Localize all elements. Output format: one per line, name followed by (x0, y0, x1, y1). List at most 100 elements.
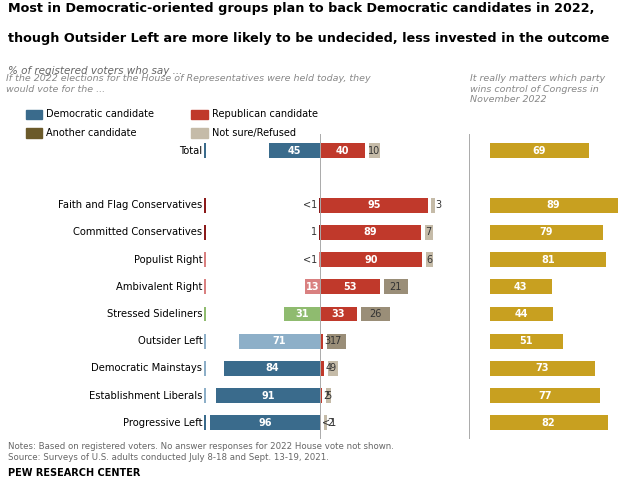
Bar (426, 252, 433, 267)
Text: 10: 10 (369, 146, 381, 156)
Bar (431, 198, 435, 213)
Bar (191, 109, 207, 119)
Text: Another candidate: Another candidate (47, 128, 137, 138)
Bar (204, 388, 206, 403)
Bar (490, 388, 600, 403)
Text: though Outsider Left are more likely to be undecided, less invested in the outco: though Outsider Left are more likely to … (8, 32, 609, 45)
Text: 9: 9 (330, 363, 336, 373)
Bar (490, 225, 604, 240)
Text: 81: 81 (541, 254, 555, 264)
Bar (320, 361, 324, 376)
Text: 3: 3 (324, 336, 330, 346)
Text: <1: <1 (322, 418, 337, 428)
Text: Not sure/Refused: Not sure/Refused (212, 128, 296, 138)
Bar (204, 307, 206, 322)
Bar (490, 307, 553, 322)
Text: 79: 79 (540, 228, 553, 238)
Text: Republican candidate: Republican candidate (212, 109, 318, 120)
Text: 89: 89 (364, 228, 378, 238)
Text: PEW RESEARCH CENTER: PEW RESEARCH CENTER (8, 468, 140, 478)
Text: Ambivalent Right: Ambivalent Right (116, 282, 202, 292)
Bar (319, 225, 320, 240)
Text: 44: 44 (515, 309, 528, 319)
Bar (269, 143, 320, 158)
Text: 43: 43 (514, 282, 527, 292)
Bar (490, 143, 589, 158)
Text: 7: 7 (426, 228, 432, 238)
Text: 89: 89 (547, 200, 561, 210)
Text: 77: 77 (538, 391, 552, 401)
Text: 73: 73 (536, 363, 549, 373)
Text: Democratic Mainstays: Democratic Mainstays (92, 363, 202, 373)
Bar (320, 143, 365, 158)
Bar (320, 279, 380, 294)
Text: 84: 84 (265, 363, 279, 373)
Text: Committed Conservatives: Committed Conservatives (74, 228, 202, 238)
Text: 2: 2 (323, 391, 330, 401)
Text: 5: 5 (325, 391, 332, 401)
Bar (320, 388, 322, 403)
Bar (383, 279, 408, 294)
Text: 53: 53 (343, 282, 356, 292)
Bar (204, 252, 206, 267)
Bar (319, 198, 320, 213)
Text: Notes: Based on registered voters. No answer responses for 2022 House vote not s: Notes: Based on registered voters. No an… (8, 443, 394, 462)
Bar (305, 279, 320, 294)
Bar (490, 198, 618, 213)
Text: Faith and Flag Conservatives: Faith and Flag Conservatives (58, 200, 202, 210)
Bar (490, 415, 608, 431)
Text: 21: 21 (389, 282, 402, 292)
Bar (239, 334, 320, 348)
Text: 6: 6 (426, 254, 432, 264)
Text: 69: 69 (532, 146, 546, 156)
Bar (320, 198, 428, 213)
Bar (320, 334, 323, 348)
Bar (490, 279, 552, 294)
Bar (204, 198, 206, 213)
Text: Progressive Left: Progressive Left (123, 418, 202, 428)
Text: Establishment Liberals: Establishment Liberals (89, 391, 202, 401)
Bar (490, 252, 606, 267)
Text: 95: 95 (367, 200, 381, 210)
Text: 3: 3 (435, 200, 442, 210)
Bar (204, 225, 206, 240)
Bar (369, 143, 380, 158)
Bar (26, 128, 42, 138)
Text: 4: 4 (326, 363, 332, 373)
Bar (490, 334, 563, 348)
Text: 1: 1 (312, 228, 317, 238)
Bar (361, 307, 390, 322)
Text: 17: 17 (330, 336, 342, 346)
Bar (324, 415, 326, 431)
Text: Democratic candidate: Democratic candidate (47, 109, 154, 120)
Text: 45: 45 (287, 146, 301, 156)
Bar (320, 225, 421, 240)
Text: 91: 91 (261, 391, 275, 401)
Text: Outsider Left: Outsider Left (138, 336, 202, 346)
Text: 40: 40 (336, 146, 349, 156)
Text: Stressed Sideliners: Stressed Sideliners (107, 309, 202, 319)
Text: 13: 13 (306, 282, 319, 292)
Text: Most in Democratic-oriented groups plan to back Democratic candidates in 2022,: Most in Democratic-oriented groups plan … (8, 1, 594, 14)
Bar (224, 361, 320, 376)
Bar (490, 361, 595, 376)
Text: 31: 31 (296, 309, 309, 319)
Bar (328, 361, 338, 376)
Bar (204, 361, 206, 376)
Bar (204, 143, 206, 158)
Text: It really matters which party
wins control of Congress in
November 2022: It really matters which party wins contr… (470, 74, 605, 104)
Text: <1: <1 (303, 200, 317, 210)
Bar (326, 334, 346, 348)
Text: 26: 26 (369, 309, 382, 319)
Text: If the 2022 elections for the House of Representatives were held today, they
wou: If the 2022 elections for the House of R… (6, 74, 371, 94)
Text: % of registered voters who say ...: % of registered voters who say ... (8, 66, 182, 76)
Bar (424, 225, 433, 240)
Bar (320, 415, 321, 431)
Bar (204, 279, 206, 294)
Text: 51: 51 (520, 336, 533, 346)
Text: 96: 96 (259, 418, 272, 428)
Text: 2: 2 (327, 418, 333, 428)
Bar (326, 388, 332, 403)
Bar (320, 307, 357, 322)
Text: <1: <1 (303, 254, 317, 264)
